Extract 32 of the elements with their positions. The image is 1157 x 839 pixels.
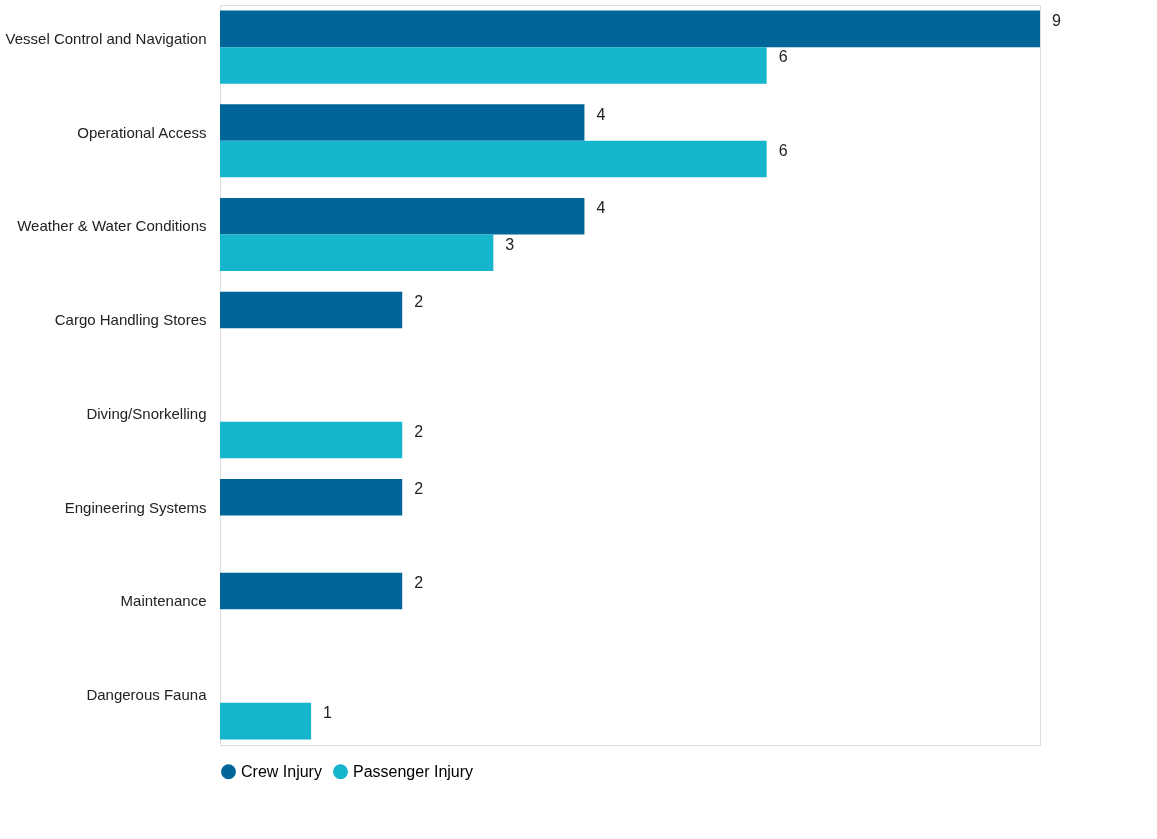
bar (220, 197, 585, 235)
y-tick-label: Cargo Handling Stores (54, 311, 207, 329)
data-label: 3 (505, 235, 515, 253)
data-label: 1 (323, 704, 333, 722)
y-tick-label: Dangerous Fauna (86, 685, 208, 703)
y-tick-label: Diving/Snorkelling (86, 404, 207, 422)
bar (220, 702, 312, 740)
y-tick-label: Engineering Systems (64, 498, 207, 516)
data-label: 4 (596, 199, 606, 217)
bar (220, 104, 585, 141)
bar (220, 234, 494, 272)
bar (220, 291, 403, 329)
y-tick-label: Weather & Water Conditions (17, 217, 207, 235)
bar (220, 47, 767, 84)
data-label: 2 (414, 573, 424, 591)
y-tick-label: Maintenance (120, 592, 207, 610)
bar (220, 10, 1040, 48)
data-label: 6 (778, 142, 788, 160)
data-label: 2 (414, 292, 424, 310)
legend-label: Crew Injury (241, 762, 322, 780)
bar (220, 421, 403, 459)
data-label: 2 (414, 423, 424, 441)
legend-label: Passenger Injury (353, 762, 474, 780)
bar (220, 140, 767, 178)
y-tick-label: Vessel Control and Navigation (5, 30, 207, 48)
bar (220, 478, 403, 516)
y-tick-label: Operational Access (77, 123, 207, 141)
data-label: 4 (596, 105, 606, 123)
data-label: 6 (778, 48, 788, 66)
data-label: 2 (414, 480, 424, 498)
bar (220, 572, 403, 610)
data-label: 9 (1052, 11, 1061, 29)
